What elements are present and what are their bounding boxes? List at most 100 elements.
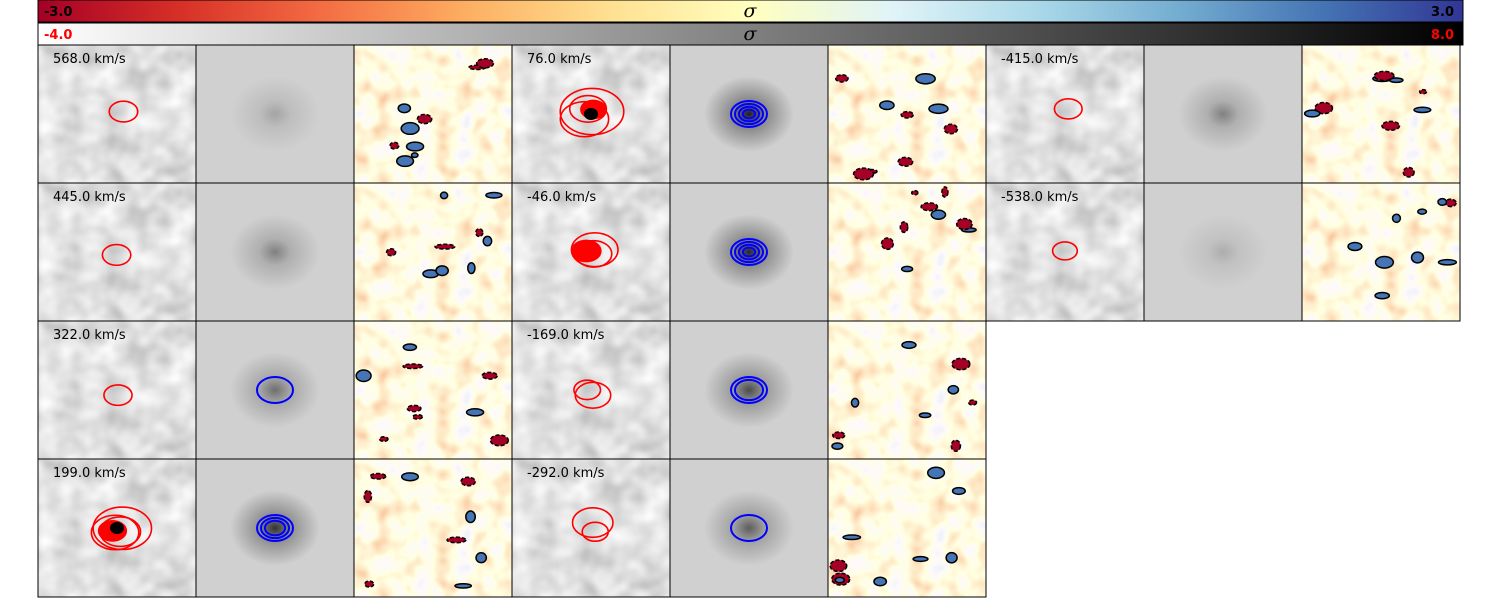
residual-contour [1417,208,1428,215]
data-contour [103,384,133,407]
residual-contour [1418,88,1428,95]
residual-contour [1410,251,1425,264]
model-contour [733,102,765,126]
residual-contour [832,431,846,440]
residual-contour [465,510,477,524]
residual-contour [943,123,959,135]
residual-contour [918,412,932,419]
model-emission [704,490,794,566]
model-panel [669,320,829,460]
residual-contour [402,343,418,352]
residual-contour [941,186,949,198]
model-emission [704,214,794,290]
data-panel: -538.0 km/s [985,182,1145,322]
residual-contour [926,466,946,480]
residual-contour [465,407,485,417]
residual-panel [1301,182,1461,322]
velocity-label: 199.0 km/s [53,466,126,481]
residual-contour [831,442,844,450]
velocity-label: -415.0 km/s [1001,52,1079,67]
model-contour [741,108,757,120]
residual-contour [460,476,476,487]
model-emission [1178,214,1268,290]
residual-contour [1413,106,1432,114]
residual-contour [950,439,962,452]
panel-grid: 568.0 km/s 445.0 km/s 322.0 km/s 199.0 km/s… [37,44,1461,598]
residual-contour [363,489,373,504]
residual-panel [353,458,513,598]
residual-contour [900,110,914,119]
model-contour [737,243,761,261]
model-contour [730,238,768,266]
residual-contour [834,576,846,584]
data-contour [108,100,139,123]
residual-contour [1391,213,1402,224]
residual-contour [945,551,958,564]
residual-contour [400,121,420,136]
residual-contour [930,209,947,220]
colorbar-residual: -3.0 σ 3.0 [37,0,1464,23]
model-emission [230,76,320,152]
colorbar-residual-min-label: -3.0 [44,5,72,20]
residual-contour [475,58,495,69]
residual-contour [897,156,914,167]
model-emission [230,352,320,428]
residual-contour [900,265,914,273]
residual-contour [410,152,419,159]
residual-panel [827,44,987,184]
residual-contour [879,100,895,111]
model-panel [195,44,355,184]
residual-contour [402,363,424,370]
residual-contour [489,434,510,447]
model-emission [230,490,320,566]
residual-contour [389,141,400,150]
model-panel [669,458,829,598]
residual-contour [400,472,420,482]
model-contour [256,376,294,404]
residual-contour [951,357,971,371]
data-core [110,522,124,534]
residual-contour [1402,166,1415,178]
model-contour [259,516,291,540]
residual-contour [482,235,493,247]
residual-contour [485,191,503,199]
residual-contour [454,583,473,589]
residual-contour [355,369,372,383]
data-contour [570,239,602,263]
residual-contour [364,580,375,588]
model-panel [1143,182,1303,322]
model-emission [230,214,320,290]
model-contour [737,105,761,123]
residual-contour [1347,241,1363,252]
residual-contour [880,237,895,251]
residual-contour [405,141,425,152]
residual-contour [397,103,412,114]
model-emission [704,76,794,152]
model-panel [669,44,829,184]
residual-contour [915,72,936,85]
residual-contour [834,74,849,83]
residual-contour [1374,255,1395,269]
model-emission [1178,76,1268,152]
model-contour [263,519,287,537]
residual-panel [827,182,987,322]
residual-contour [1373,70,1395,82]
residual-contour [439,191,449,200]
residual-contour [385,247,397,257]
residual-contour [406,404,422,413]
model-contour [741,246,757,258]
model-panel [195,320,355,460]
residual-panel [353,320,513,460]
velocity-label: 322.0 km/s [53,328,126,343]
velocity-label: -538.0 km/s [1001,190,1079,205]
residual-contour [378,436,389,443]
data-panel: 568.0 km/s [37,44,197,184]
model-panel [1143,44,1303,184]
residual-contour [901,340,917,350]
residual-contour [435,265,450,277]
data-contour [101,243,132,267]
data-contour [581,521,610,543]
model-contour [730,514,768,542]
data-contour [559,100,610,138]
